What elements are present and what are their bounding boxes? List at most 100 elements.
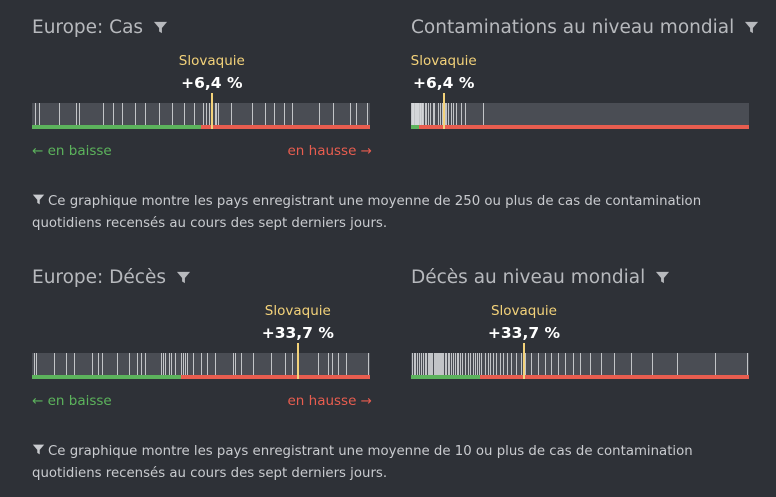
data-tick <box>145 103 147 125</box>
data-tick <box>216 103 218 125</box>
data-tick <box>65 353 67 375</box>
data-tick <box>464 103 466 125</box>
highlight-country: Slovaquie <box>264 303 331 319</box>
data-tick <box>460 103 462 125</box>
funnel-icon[interactable] <box>744 20 759 35</box>
data-tick <box>418 103 420 125</box>
data-tick <box>135 103 137 125</box>
data-tick <box>172 103 174 125</box>
data-tick <box>422 353 424 375</box>
data-tick <box>214 353 216 375</box>
data-tick <box>217 103 219 125</box>
filter-note: Ce graphique montre les pays enregistran… <box>32 441 752 485</box>
baseline-increase <box>418 125 749 129</box>
data-tick <box>419 353 421 375</box>
data-tick <box>551 353 553 375</box>
data-tick <box>747 353 749 375</box>
highlight-value: +6,4 % <box>181 74 243 92</box>
data-tick <box>651 353 653 375</box>
data-tick <box>113 103 115 125</box>
data-tick <box>59 103 61 125</box>
baseline-increase <box>201 125 370 129</box>
data-tick <box>470 353 472 375</box>
filter-note-text: Ce graphique montre les pays enregistran… <box>32 194 702 231</box>
data-tick <box>411 103 413 125</box>
funnel-icon[interactable] <box>153 20 168 35</box>
data-tick <box>510 353 512 375</box>
data-tick <box>349 103 351 125</box>
data-tick <box>328 353 330 375</box>
data-tick <box>481 353 483 375</box>
data-tick <box>487 353 489 375</box>
data-tick <box>490 353 492 375</box>
strip-plot <box>411 93 749 129</box>
data-tick <box>444 103 446 125</box>
data-tick <box>319 103 321 125</box>
funnel-icon[interactable] <box>176 270 191 285</box>
filter-note-text: Ce graphique montre les pays enregistran… <box>32 444 693 481</box>
data-tick <box>461 353 463 375</box>
chart-world-cases: Contaminations au niveau mondial Slovaqu… <box>410 15 759 165</box>
baseline-decrease <box>411 375 481 379</box>
data-tick <box>411 353 413 375</box>
chart-europe-cases: Europe: Cas Slovaquie +6,4 % ← en baisse… <box>32 15 372 165</box>
data-tick <box>101 353 103 375</box>
data-tick <box>137 353 139 375</box>
data-tick <box>75 103 77 125</box>
data-tick <box>454 353 456 375</box>
data-tick <box>141 353 143 375</box>
data-tick <box>422 103 424 125</box>
data-tick <box>435 353 437 375</box>
data-tick <box>630 353 632 375</box>
data-tick <box>79 103 81 125</box>
data-tick <box>185 353 187 375</box>
data-tick <box>181 353 183 375</box>
highlight-country: Slovaquie <box>410 53 477 69</box>
funnel-icon <box>32 194 45 205</box>
data-tick <box>169 353 171 375</box>
data-tick <box>573 353 575 375</box>
data-tick <box>121 103 123 125</box>
data-tick <box>476 353 478 375</box>
data-tick <box>273 103 275 125</box>
data-tick <box>206 103 208 125</box>
data-tick <box>496 353 498 375</box>
data-tick <box>413 103 415 125</box>
data-tick <box>234 353 236 375</box>
data-tick <box>145 353 147 375</box>
data-tick <box>483 103 485 125</box>
highlight-value: +33,7 % <box>261 324 334 342</box>
highlight-country: Slovaquie <box>490 303 557 319</box>
highlight-marker <box>210 93 213 129</box>
data-tick <box>432 353 434 375</box>
data-tick <box>413 353 415 375</box>
data-tick <box>590 353 592 375</box>
data-tick <box>338 353 340 375</box>
data-tick <box>38 103 40 125</box>
data-tick <box>346 353 348 375</box>
data-tick <box>283 103 285 125</box>
data-tick <box>421 353 423 375</box>
data-tick <box>475 353 477 375</box>
data-tick <box>194 103 196 125</box>
data-tick <box>35 103 37 125</box>
data-tick <box>564 353 566 375</box>
data-tick <box>175 353 177 375</box>
data-tick <box>366 103 368 125</box>
data-tick <box>544 353 546 375</box>
data-tick <box>465 353 467 375</box>
panel-title: Contaminations au niveau mondial <box>411 15 759 39</box>
data-tick <box>284 353 286 375</box>
data-tick <box>456 353 458 375</box>
panel-title: Décès au niveau mondial <box>411 265 670 289</box>
data-tick <box>421 103 423 125</box>
funnel-icon[interactable] <box>655 270 670 285</box>
data-tick <box>240 353 242 375</box>
data-tick <box>427 353 429 375</box>
data-tick <box>91 353 93 375</box>
data-tick <box>458 353 460 375</box>
funnel-icon <box>32 444 45 455</box>
data-tick <box>417 103 419 125</box>
data-tick <box>460 353 461 375</box>
highlight-country: Slovaquie <box>178 53 245 69</box>
